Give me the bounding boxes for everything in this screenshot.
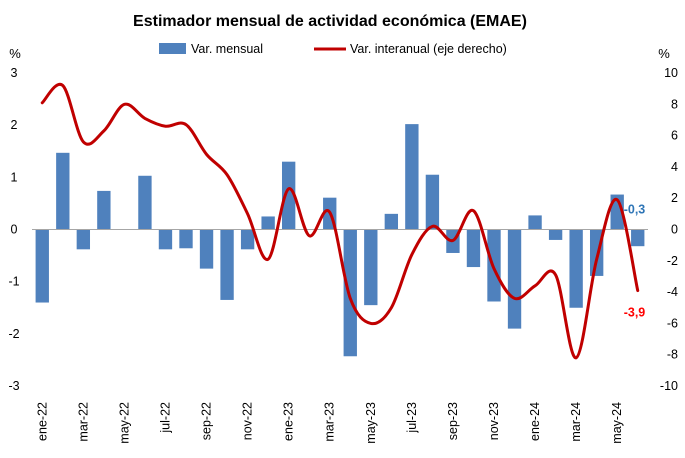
last-bar-value-label: -0,3 bbox=[624, 203, 646, 217]
right-tick-label: -8 bbox=[667, 348, 678, 362]
bar-jun-22 bbox=[138, 176, 151, 230]
line-series bbox=[42, 84, 637, 358]
left-axis-unit: % bbox=[9, 46, 21, 61]
bar-mar-24 bbox=[569, 230, 582, 308]
bar-ago-23 bbox=[426, 175, 439, 230]
right-axis-ticks: 10 8 6 4 2 0 -2 -4 -6 -8 -10 bbox=[660, 66, 678, 393]
right-tick-label: 4 bbox=[671, 160, 678, 174]
bar-mar-22 bbox=[77, 230, 90, 250]
legend-bar-label: Var. mensual bbox=[191, 42, 263, 56]
left-axis-ticks: 3 2 1 0 -1 -2 -3 bbox=[8, 66, 19, 393]
x-tick-label: ene-23 bbox=[282, 402, 296, 441]
legend-line-label: Var. interanual (eje derecho) bbox=[350, 42, 507, 56]
bar-oct-22 bbox=[220, 230, 233, 300]
left-tick-label: 0 bbox=[11, 223, 18, 237]
right-tick-label: 8 bbox=[671, 97, 678, 111]
left-tick-label: -2 bbox=[8, 327, 19, 341]
x-axis-ticks: ene-22 mar-22 may-22 jul-22 sep-22 nov-22 ene-… bbox=[35, 402, 624, 444]
right-tick-label: 2 bbox=[671, 191, 678, 205]
left-tick-label: 1 bbox=[11, 170, 18, 184]
bar-jul-23 bbox=[405, 124, 418, 229]
x-tick-label: jul-22 bbox=[158, 402, 172, 434]
last-line-value-label: -3,9 bbox=[624, 306, 646, 320]
x-tick-label: ene-22 bbox=[35, 402, 49, 441]
bar-feb-24 bbox=[549, 230, 562, 240]
bar-feb-22 bbox=[56, 153, 69, 230]
legend-item-bars: Var. mensual bbox=[159, 42, 263, 56]
right-tick-label: 10 bbox=[664, 66, 678, 80]
left-tick-label: -3 bbox=[8, 379, 19, 393]
bar-dic-23 bbox=[508, 230, 521, 329]
bar-ene-22 bbox=[36, 230, 49, 303]
x-tick-label: mar-22 bbox=[76, 402, 90, 442]
x-tick-label: nov-22 bbox=[241, 402, 255, 440]
x-tick-label: jul-23 bbox=[405, 402, 419, 434]
x-tick-label: ene-24 bbox=[528, 402, 542, 441]
bar-jul-22 bbox=[159, 230, 172, 250]
legend-item-line: Var. interanual (eje derecho) bbox=[314, 42, 507, 56]
bar-abr-23 bbox=[344, 230, 357, 357]
x-tick-label: sep-23 bbox=[446, 402, 460, 440]
x-tick-label: sep-22 bbox=[200, 402, 214, 440]
bar-ene-24 bbox=[528, 215, 541, 229]
x-tick-label: mar-23 bbox=[323, 402, 337, 442]
right-tick-label: 0 bbox=[671, 223, 678, 237]
x-tick-label: mar-24 bbox=[569, 402, 583, 442]
chart-title: Estimador mensual de actividad económica… bbox=[133, 13, 527, 30]
bar-ago-22 bbox=[179, 230, 192, 249]
bar-jun-24 bbox=[631, 230, 644, 247]
bar-series bbox=[36, 124, 645, 356]
left-tick-label: 2 bbox=[11, 118, 18, 132]
bar-nov-22 bbox=[241, 230, 254, 250]
x-tick-label: may-23 bbox=[364, 402, 378, 444]
bar-dic-22 bbox=[261, 216, 274, 229]
legend-bar-swatch bbox=[159, 43, 186, 54]
bar-abr-22 bbox=[97, 191, 110, 230]
right-tick-label: -4 bbox=[667, 285, 678, 299]
interannual-line bbox=[42, 84, 637, 358]
x-tick-label: may-22 bbox=[117, 402, 131, 444]
bar-sep-22 bbox=[200, 230, 213, 269]
left-tick-label: 3 bbox=[11, 66, 18, 80]
right-tick-label: 6 bbox=[671, 129, 678, 143]
bar-may-23 bbox=[364, 230, 377, 306]
right-tick-label: -6 bbox=[667, 316, 678, 330]
left-tick-label: -1 bbox=[8, 275, 19, 289]
x-tick-label: may-24 bbox=[610, 402, 624, 444]
legend: Var. mensual Var. interanual (eje derech… bbox=[159, 42, 507, 56]
x-tick-label: nov-23 bbox=[487, 402, 501, 440]
right-tick-label: -2 bbox=[667, 254, 678, 268]
bar-jun-23 bbox=[385, 214, 398, 230]
right-axis-unit: % bbox=[658, 46, 670, 61]
bar-oct-23 bbox=[467, 230, 480, 268]
right-tick-label: -10 bbox=[660, 379, 678, 393]
